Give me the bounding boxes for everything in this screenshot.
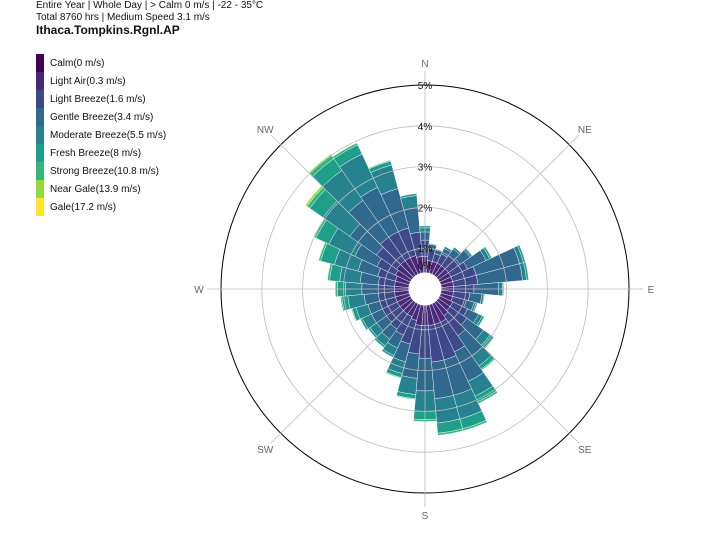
legend-item: Calm(0 m/s) <box>36 54 166 72</box>
rose-bar <box>397 375 418 395</box>
subtitle-filters: Entire Year | Whole Day | > Calm 0 m/s |… <box>36 0 264 11</box>
legend-label: Gentle Breeze(3.4 m/s) <box>50 111 154 123</box>
chart-title: Ithaca.Tompkins.Rgnl.AP <box>36 23 180 37</box>
subtitle-stats: Total 8760 hrs | Medium Speed 3.1 m/s <box>36 12 210 23</box>
legend-item: Strong Breeze(10.8 m/s) <box>36 162 166 180</box>
radial-tick-label: 2% <box>418 203 433 214</box>
direction-label: NE <box>578 125 592 136</box>
radial-tick-label: 5% <box>418 81 433 92</box>
radial-tick-label: 4% <box>418 122 433 133</box>
direction-label: SW <box>257 445 274 456</box>
legend-label: Strong Breeze(10.8 m/s) <box>50 165 159 177</box>
legend-swatch <box>36 72 44 90</box>
rose-bar <box>523 261 529 281</box>
legend-item: Light Air(0.3 m/s) <box>36 72 166 90</box>
rose-bar <box>385 371 402 379</box>
direction-label: NW <box>257 125 274 136</box>
center-label: 0% <box>418 261 433 272</box>
rose-bar <box>332 142 359 159</box>
direction-label: N <box>421 59 428 70</box>
legend-label: Gale(17.2 m/s) <box>50 201 117 213</box>
legend-swatch <box>36 144 44 162</box>
legend-label: Light Air(0.3 m/s) <box>50 75 126 87</box>
radial-tick-label: 3% <box>418 163 433 174</box>
rose-bar <box>437 428 464 436</box>
polar-grid <box>207 71 643 507</box>
legend-label: Calm(0 m/s) <box>50 57 105 69</box>
legend-item: Gale(17.2 m/s) <box>36 198 166 216</box>
grid-spoke <box>270 300 414 444</box>
rose-bars <box>305 142 529 436</box>
legend: Calm(0 m/s) Light Air(0.3 m/s) Light Breez… <box>36 54 166 216</box>
legend-swatch <box>36 108 44 126</box>
polar-labels: N NE E SE S SW W NW 1% 2% 3% 4% 5% 0% <box>194 59 654 522</box>
legend-swatch <box>36 90 44 108</box>
grid-spoke <box>436 300 580 444</box>
legend-item: Near Gale(13.9 m/s) <box>36 180 166 198</box>
direction-label: W <box>194 285 204 296</box>
rose-bar <box>399 193 418 199</box>
radial-tick-label: 1% <box>418 244 433 255</box>
legend-label: Light Breeze(1.6 m/s) <box>50 93 146 105</box>
direction-label: E <box>648 285 655 296</box>
direction-label: SE <box>578 445 592 456</box>
legend-swatch <box>36 180 44 198</box>
legend-item: Light Breeze(1.6 m/s) <box>36 90 166 108</box>
legend-label: Near Gale(13.9 m/s) <box>50 183 141 195</box>
legend-swatch <box>36 126 44 144</box>
legend-swatch <box>36 162 44 180</box>
rose-bar <box>428 243 438 246</box>
center-hole <box>408 272 442 306</box>
legend-item: Moderate Breeze(5.5 m/s) <box>36 126 166 144</box>
legend-item: Gentle Breeze(3.4 m/s) <box>36 108 166 126</box>
legend-swatch <box>36 54 44 72</box>
legend-label: Moderate Breeze(5.5 m/s) <box>50 129 167 141</box>
grid-spoke <box>270 134 414 278</box>
rose-bar <box>368 159 391 170</box>
legend-item: Fresh Breeze(8 m/s) <box>36 144 166 162</box>
direction-label: S <box>422 511 429 522</box>
legend-swatch <box>36 198 44 216</box>
rose-bar <box>481 293 485 305</box>
legend-label: Fresh Breeze(8 m/s) <box>50 147 142 159</box>
rose-bar <box>381 348 395 358</box>
grid-spoke <box>436 134 580 278</box>
rose-bar <box>396 395 416 400</box>
